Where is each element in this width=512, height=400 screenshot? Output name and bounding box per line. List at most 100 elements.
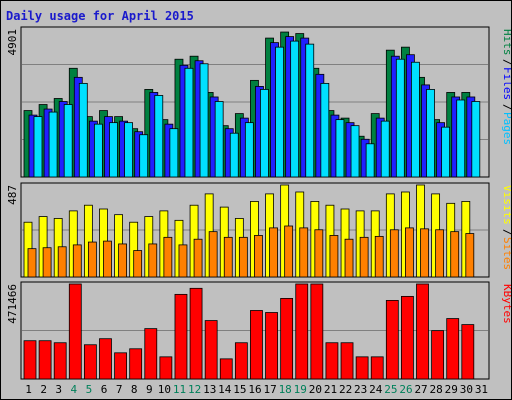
- bar-kbytes-day-5: [83, 344, 97, 380]
- x-tick-day-30: 30: [460, 383, 473, 396]
- ymax-label-middle: 487: [6, 185, 19, 205]
- bar-sites-day-15: [238, 236, 248, 278]
- bar-pages-day-28: [441, 126, 451, 178]
- bar-sites-day-26: [405, 227, 414, 278]
- x-tick-day-13: 13: [203, 383, 216, 396]
- x-tick-day-4: 4: [71, 383, 78, 396]
- bar-sites-day-13: [208, 231, 218, 278]
- bar-pages-day-25: [395, 58, 405, 178]
- bar-pages-day-1: [33, 116, 43, 178]
- bar-sites-day-5: [87, 241, 97, 278]
- bar-sites-day-29: [450, 231, 460, 278]
- x-tick-day-3: 3: [55, 383, 62, 396]
- bar-pages-day-16: [260, 89, 269, 178]
- bar-pages-day-27: [426, 89, 435, 178]
- bar-sites-day-3: [57, 246, 67, 278]
- bar-sites-day-22: [344, 238, 354, 278]
- bar-pages-day-2: [48, 111, 58, 178]
- bar-sites-day-23: [359, 236, 369, 278]
- x-tick-day-16: 16: [248, 383, 261, 396]
- bar-kbytes-day-29: [446, 318, 460, 380]
- x-tick-day-22: 22: [339, 383, 352, 396]
- bar-kbytes-day-14: [219, 358, 233, 380]
- legend-label-files: Files: [501, 67, 511, 100]
- bar-sites-day-24: [374, 235, 384, 278]
- bar-pages-day-19: [305, 43, 315, 178]
- bar-pages-day-20: [320, 82, 330, 178]
- bar-sites-day-6: [103, 240, 112, 278]
- bar-pages-day-7: [124, 122, 133, 178]
- bar-kbytes-day-27: [416, 283, 429, 380]
- bar-pages-day-17: [275, 46, 284, 178]
- x-tick-day-11: 11: [173, 383, 186, 396]
- chart-title: Daily usage for April 2015: [6, 9, 194, 23]
- bar-kbytes-day-21: [325, 342, 339, 380]
- bar-sites-day-9: [148, 243, 158, 278]
- bar-kbytes-day-25: [385, 300, 399, 380]
- bar-pages-day-9: [154, 95, 164, 178]
- x-tick-day-17: 17: [263, 383, 276, 396]
- bar-sites-day-14: [223, 236, 233, 278]
- legend-label-sites: Sites: [501, 237, 511, 270]
- bar-pages-day-24: [380, 120, 390, 178]
- bar-sites-day-25: [389, 229, 399, 278]
- bar-kbytes-day-18: [280, 298, 294, 380]
- bar-pages-day-26: [411, 61, 420, 178]
- bar-kbytes-day-13: [204, 320, 218, 380]
- bar-kbytes-day-19: [295, 283, 309, 380]
- bar-pages-day-3: [63, 104, 73, 178]
- bar-pages-day-11: [184, 67, 194, 178]
- bar-pages-day-14: [229, 132, 239, 178]
- bar-pages-day-23: [365, 143, 375, 178]
- bar-sites-day-20: [314, 229, 324, 278]
- bar-sites-day-11: [178, 244, 188, 278]
- x-tick-day-20: 20: [309, 383, 322, 396]
- x-tick-day-24: 24: [369, 383, 383, 396]
- bar-kbytes-day-7: [114, 352, 127, 380]
- bar-kbytes-day-28: [431, 330, 445, 380]
- x-tick-day-6: 6: [101, 383, 108, 396]
- bar-kbytes-day-24: [370, 356, 384, 380]
- legend-label-hits: Hits: [501, 29, 511, 56]
- bar-kbytes-day-30: [461, 324, 475, 380]
- x-tick-day-14: 14: [218, 383, 232, 396]
- x-tick-day-5: 5: [86, 383, 93, 396]
- x-tick-day-7: 7: [116, 383, 123, 396]
- x-tick-day-18: 18: [279, 383, 292, 396]
- x-tick-day-31: 31: [475, 383, 488, 396]
- bar-pages-day-5: [93, 123, 103, 178]
- bar-sites-day-16: [254, 235, 263, 278]
- bar-kbytes-day-17: [265, 312, 278, 380]
- bar-kbytes-day-8: [129, 348, 143, 380]
- bar-sites-day-1: [27, 248, 37, 278]
- bar-kbytes-day-2: [38, 340, 52, 380]
- legend-separator: /: [501, 104, 511, 111]
- x-tick-day-29: 29: [445, 383, 458, 396]
- bar-pages-day-10: [169, 128, 179, 178]
- bar-pages-day-18: [290, 40, 300, 178]
- bar-pages-day-22: [350, 125, 360, 178]
- bar-sites-day-21: [329, 235, 339, 278]
- legend-label-visits: Visits: [501, 185, 511, 225]
- legend-label-pages: Pages: [501, 112, 511, 145]
- bar-sites-day-4: [72, 244, 82, 278]
- bar-sites-day-12: [193, 238, 203, 278]
- bar-kbytes-day-20: [310, 283, 324, 380]
- x-tick-day-8: 8: [131, 383, 138, 396]
- bar-sites-day-7: [118, 243, 127, 278]
- x-tick-day-10: 10: [158, 383, 171, 396]
- bar-kbytes-day-6: [99, 338, 112, 380]
- x-tick-day-2: 2: [40, 383, 47, 396]
- bar-kbytes-day-16: [250, 310, 263, 380]
- bar-sites-day-2: [42, 247, 52, 278]
- legend-label-kbytes: KBytes: [501, 284, 511, 324]
- ymax-label-bottom: 471466: [6, 284, 19, 324]
- x-tick-day-21: 21: [324, 383, 337, 396]
- x-tick-day-1: 1: [25, 383, 32, 396]
- bar-sites-day-10: [163, 236, 173, 278]
- bar-sites-day-28: [435, 229, 445, 278]
- x-tick-day-25: 25: [384, 383, 397, 396]
- bar-kbytes-day-15: [234, 342, 248, 380]
